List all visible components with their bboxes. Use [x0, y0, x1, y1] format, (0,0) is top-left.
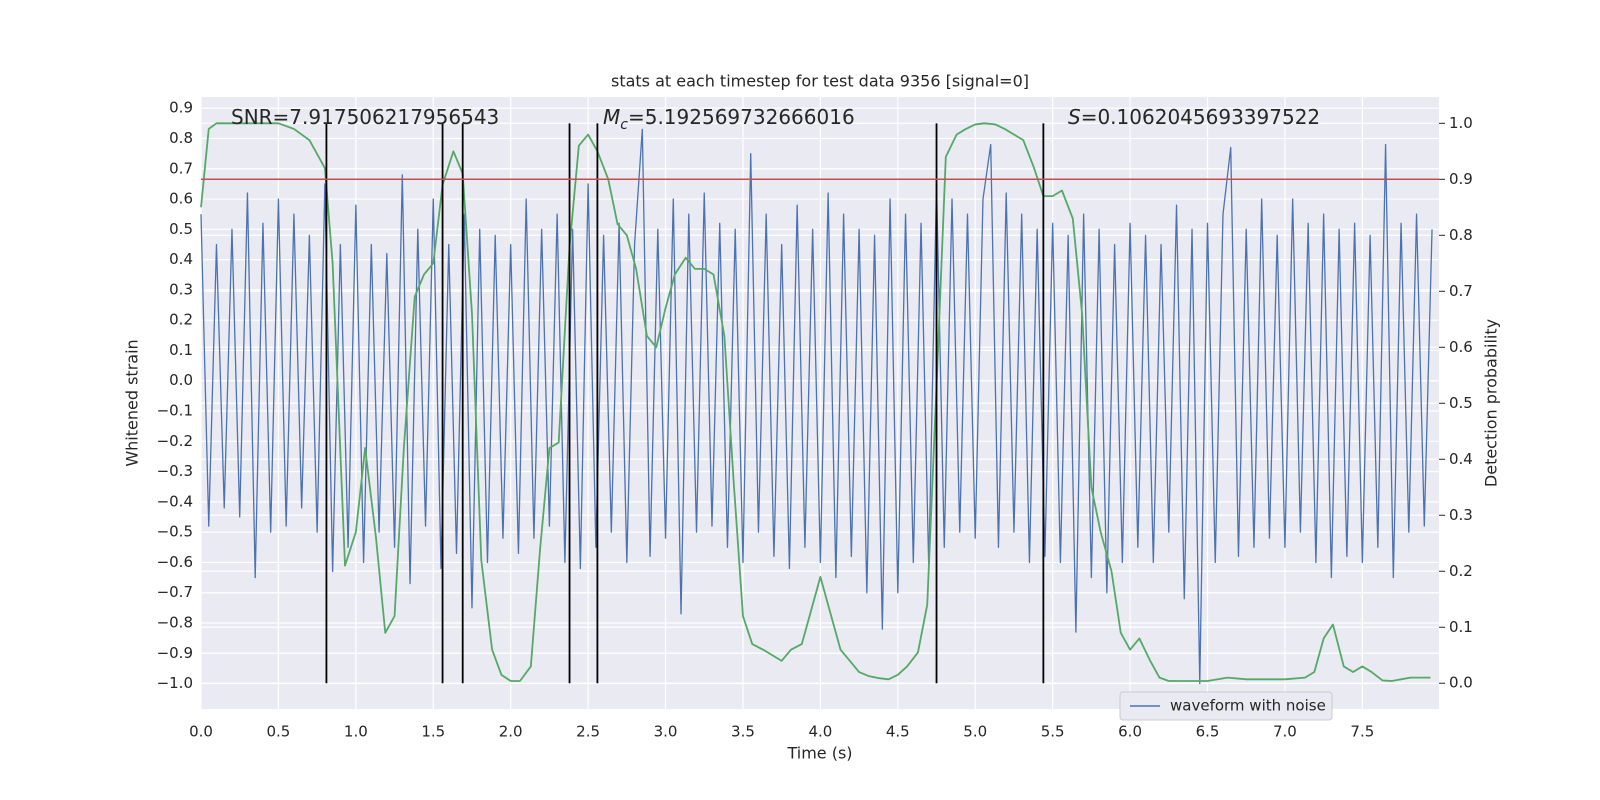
- annotation-value: =0.1062045693397522: [1081, 105, 1320, 129]
- x-tick-label: 7.5: [1350, 723, 1374, 741]
- y2-tick-label: 0.9: [1449, 170, 1473, 188]
- y-tick-label: −0.5: [157, 523, 193, 541]
- y2-axis-label: Detection probability: [1482, 319, 1501, 487]
- y2-tick-label: 0.6: [1449, 338, 1473, 356]
- x-tick-label: 3.5: [731, 723, 755, 741]
- legend-label: waveform with noise: [1170, 697, 1326, 715]
- y-tick-label: 0.3: [169, 280, 193, 298]
- x-tick-label: 5.0: [963, 723, 987, 741]
- y-tick-label: −1.0: [157, 674, 193, 692]
- y-tick-label: 0.1: [169, 341, 193, 359]
- annotation-subscript: c: [620, 117, 628, 133]
- y-tick-label: 0.6: [169, 190, 193, 208]
- y-tick-label: 0.7: [169, 159, 193, 177]
- x-tick-label: 2.5: [576, 723, 600, 741]
- y-tick-label: 0.4: [169, 250, 193, 268]
- y-tick-label: −0.8: [157, 613, 193, 631]
- x-tick-label: 4.5: [886, 723, 910, 741]
- annotation: S=0.1062045693397522: [1068, 105, 1320, 129]
- x-tick-label: 0.0: [189, 723, 213, 741]
- y2-tick-label: 0.4: [1449, 450, 1473, 468]
- x-tick-label: 0.5: [266, 723, 290, 741]
- x-tick-label: 1.0: [344, 723, 368, 741]
- y-tick-label: 0.2: [169, 311, 193, 329]
- y-tick-label: −0.6: [157, 553, 193, 571]
- annotation: SNR=7.917506217956543: [231, 105, 499, 129]
- x-axis-label: Time (s): [786, 744, 852, 763]
- y2-tick-label: 0.8: [1449, 226, 1473, 244]
- x-tick-label: 3.0: [654, 723, 678, 741]
- x-tick-label: 5.5: [1041, 723, 1065, 741]
- x-tick-label: 6.5: [1196, 723, 1220, 741]
- series-line: [200, 122, 1431, 682]
- y2-tick-label: 1.0: [1449, 114, 1473, 132]
- annotation-value: =5.192569732666016: [628, 105, 855, 129]
- legend-box: [1119, 691, 1333, 721]
- y-tick-label: −0.7: [157, 583, 193, 601]
- x-tick-label: 2.0: [499, 723, 523, 741]
- chart-title: stats at each timestep for test data 935…: [611, 72, 1029, 91]
- y-tick-label: 0.8: [169, 129, 193, 147]
- x-tick-label: 1.5: [421, 723, 445, 741]
- y2-tick-label: 0.5: [1449, 394, 1473, 412]
- annotation-symbol: M: [603, 105, 620, 129]
- y-tick-label: −0.2: [157, 432, 193, 450]
- y2-tick-label: 0.3: [1449, 506, 1473, 524]
- y-tick-label: −0.3: [157, 462, 193, 480]
- y2-tick-label: 0.7: [1449, 282, 1473, 300]
- y-tick-label: 0.0: [169, 371, 193, 389]
- x-tick-label: 6.0: [1118, 723, 1142, 741]
- legend: waveform with noise: [1119, 691, 1333, 721]
- y2-tick-label: 0.1: [1449, 618, 1473, 636]
- y-tick-label: −0.4: [157, 492, 193, 510]
- y-tick-label: 0.5: [169, 220, 193, 238]
- x-tick-label: 7.0: [1273, 723, 1297, 741]
- x-tick-label: 4.0: [808, 723, 832, 741]
- y-tick-label: 0.9: [169, 99, 193, 117]
- y-tick-label: −0.1: [157, 402, 193, 420]
- y2-tick-label: 0.2: [1449, 562, 1473, 580]
- series-line: [200, 128, 1433, 685]
- y-tick-label: −0.9: [157, 644, 193, 662]
- annotation: Mc=5.192569732666016: [603, 105, 855, 133]
- annotation-symbol: S: [1068, 105, 1081, 129]
- y2-tick-label: 0.0: [1449, 674, 1473, 692]
- y-axis-label: Whitened strain: [123, 339, 142, 466]
